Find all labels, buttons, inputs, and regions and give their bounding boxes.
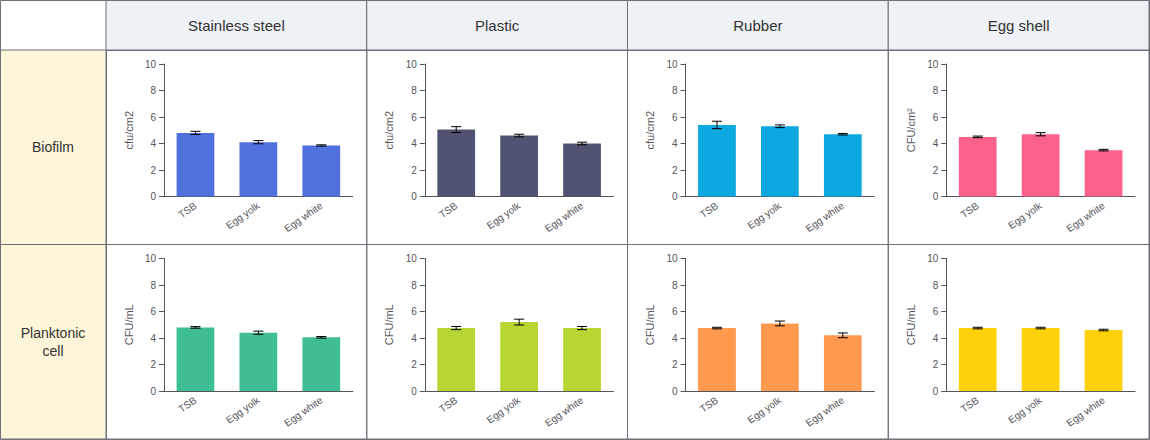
svg-text:2: 2 bbox=[411, 165, 417, 176]
svg-text:8: 8 bbox=[411, 85, 417, 96]
svg-text:6: 6 bbox=[150, 112, 156, 123]
svg-text:TSB: TSB bbox=[698, 200, 721, 220]
svg-text:2: 2 bbox=[672, 165, 678, 176]
svg-text:2: 2 bbox=[933, 359, 939, 370]
svg-text:TSB: TSB bbox=[176, 200, 199, 220]
svg-text:6: 6 bbox=[411, 112, 417, 123]
svg-text:8: 8 bbox=[933, 280, 939, 291]
svg-text:Egg yolk: Egg yolk bbox=[745, 394, 784, 426]
svg-text:4: 4 bbox=[933, 333, 939, 344]
svg-text:4: 4 bbox=[933, 138, 939, 149]
svg-text:2: 2 bbox=[150, 165, 156, 176]
svg-text:8: 8 bbox=[150, 85, 156, 96]
svg-text:10: 10 bbox=[927, 59, 939, 70]
svg-text:Egg white: Egg white bbox=[282, 200, 325, 234]
svg-text:8: 8 bbox=[672, 85, 678, 96]
svg-text:4: 4 bbox=[672, 138, 678, 149]
svg-text:Egg white: Egg white bbox=[543, 200, 586, 234]
svg-text:TSB: TSB bbox=[959, 200, 982, 220]
svg-text:TSB: TSB bbox=[959, 394, 982, 414]
svg-text:2: 2 bbox=[411, 359, 417, 370]
svg-text:4: 4 bbox=[411, 138, 417, 149]
svg-text:Egg white: Egg white bbox=[804, 200, 847, 234]
svg-text:Egg shell: Egg shell bbox=[988, 17, 1050, 34]
svg-text:CFU/mL: CFU/mL bbox=[905, 304, 917, 345]
svg-text:CFU/mL: CFU/mL bbox=[644, 304, 656, 345]
svg-text:10: 10 bbox=[145, 253, 157, 264]
svg-text:6: 6 bbox=[411, 306, 417, 317]
svg-text:Egg white: Egg white bbox=[543, 394, 586, 428]
svg-text:8: 8 bbox=[150, 280, 156, 291]
svg-text:cell: cell bbox=[42, 343, 63, 359]
svg-text:Egg yolk: Egg yolk bbox=[485, 394, 524, 426]
svg-text:6: 6 bbox=[933, 306, 939, 317]
svg-text:Biofilm: Biofilm bbox=[32, 139, 74, 155]
svg-text:4: 4 bbox=[150, 138, 156, 149]
svg-text:10: 10 bbox=[666, 253, 678, 264]
svg-text:10: 10 bbox=[406, 59, 418, 70]
svg-text:0: 0 bbox=[672, 386, 678, 397]
svg-text:Egg white: Egg white bbox=[1064, 200, 1107, 234]
svg-text:6: 6 bbox=[672, 112, 678, 123]
svg-text:CFU/cm²: CFU/cm² bbox=[905, 108, 917, 152]
svg-text:0: 0 bbox=[411, 191, 417, 202]
svg-text:8: 8 bbox=[672, 280, 678, 291]
svg-text:0: 0 bbox=[150, 386, 156, 397]
svg-text:0: 0 bbox=[933, 386, 939, 397]
svg-text:8: 8 bbox=[411, 280, 417, 291]
svg-text:6: 6 bbox=[150, 306, 156, 317]
svg-text:2: 2 bbox=[672, 359, 678, 370]
svg-text:Egg yolk: Egg yolk bbox=[745, 199, 784, 231]
svg-text:Egg white: Egg white bbox=[282, 394, 325, 428]
svg-text:2: 2 bbox=[150, 359, 156, 370]
svg-text:4: 4 bbox=[672, 333, 678, 344]
svg-text:6: 6 bbox=[672, 306, 678, 317]
svg-text:0: 0 bbox=[150, 191, 156, 202]
svg-text:Egg white: Egg white bbox=[804, 394, 847, 428]
svg-text:TSB: TSB bbox=[176, 394, 199, 414]
svg-text:4: 4 bbox=[150, 333, 156, 344]
svg-text:Rubber: Rubber bbox=[733, 17, 782, 34]
svg-text:Planktonic: Planktonic bbox=[21, 325, 86, 341]
svg-text:TSB: TSB bbox=[698, 394, 721, 414]
svg-text:Egg yolk: Egg yolk bbox=[224, 394, 263, 426]
svg-text:Plastic: Plastic bbox=[475, 17, 520, 34]
svg-text:CFU/mL: CFU/mL bbox=[383, 304, 395, 345]
svg-text:10: 10 bbox=[666, 59, 678, 70]
svg-text:cfu/cm2: cfu/cm2 bbox=[123, 111, 135, 150]
svg-text:0: 0 bbox=[411, 386, 417, 397]
svg-text:10: 10 bbox=[145, 59, 157, 70]
svg-text:2: 2 bbox=[933, 165, 939, 176]
svg-text:8: 8 bbox=[933, 85, 939, 96]
svg-text:Egg yolk: Egg yolk bbox=[224, 199, 263, 231]
svg-text:TSB: TSB bbox=[437, 200, 460, 220]
svg-text:Egg yolk: Egg yolk bbox=[1006, 394, 1045, 426]
svg-text:Egg yolk: Egg yolk bbox=[1006, 199, 1045, 231]
svg-text:Egg white: Egg white bbox=[1064, 394, 1107, 428]
svg-text:TSB: TSB bbox=[437, 394, 460, 414]
svg-text:cfu/cm2: cfu/cm2 bbox=[383, 111, 395, 150]
svg-text:6: 6 bbox=[933, 112, 939, 123]
svg-text:10: 10 bbox=[406, 253, 418, 264]
svg-text:CFU/mL: CFU/mL bbox=[123, 304, 135, 345]
svg-text:Egg yolk: Egg yolk bbox=[485, 199, 524, 231]
svg-text:Stainless steel: Stainless steel bbox=[188, 17, 285, 34]
svg-text:0: 0 bbox=[672, 191, 678, 202]
svg-text:4: 4 bbox=[411, 333, 417, 344]
svg-text:10: 10 bbox=[927, 253, 939, 264]
svg-text:0: 0 bbox=[933, 191, 939, 202]
svg-text:cfu/cm2: cfu/cm2 bbox=[644, 111, 656, 150]
